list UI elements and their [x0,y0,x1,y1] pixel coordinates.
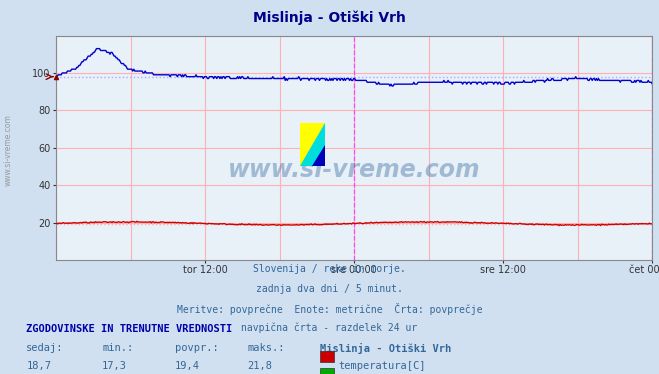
Text: maks.:: maks.: [247,343,285,353]
Text: min.:: min.: [102,343,133,353]
Text: navpična črta - razdelek 24 ur: navpična črta - razdelek 24 ur [241,323,418,333]
Text: sedaj:: sedaj: [26,343,64,353]
Text: Mislinja - Otiški Vrh: Mislinja - Otiški Vrh [320,343,451,354]
Text: www.si-vreme.com: www.si-vreme.com [228,158,480,182]
Text: ZGODOVINSKE IN TRENUTNE VREDNOSTI: ZGODOVINSKE IN TRENUTNE VREDNOSTI [26,324,233,334]
Polygon shape [300,123,325,166]
Text: zadnja dva dni / 5 minut.: zadnja dva dni / 5 minut. [256,284,403,294]
Text: Slovenija / reke in morje.: Slovenija / reke in morje. [253,264,406,275]
Polygon shape [312,145,325,166]
Text: www.si-vreme.com: www.si-vreme.com [3,114,13,186]
Text: Meritve: povprečne  Enote: metrične  Črta: povprečje: Meritve: povprečne Enote: metrične Črta:… [177,303,482,315]
Text: 21,8: 21,8 [247,361,272,371]
Text: 17,3: 17,3 [102,361,127,371]
Text: Mislinja - Otiški Vrh: Mislinja - Otiški Vrh [253,10,406,25]
Polygon shape [300,123,325,166]
Text: povpr.:: povpr.: [175,343,218,353]
Text: 18,7: 18,7 [26,361,51,371]
Text: 19,4: 19,4 [175,361,200,371]
Text: temperatura[C]: temperatura[C] [338,361,426,371]
